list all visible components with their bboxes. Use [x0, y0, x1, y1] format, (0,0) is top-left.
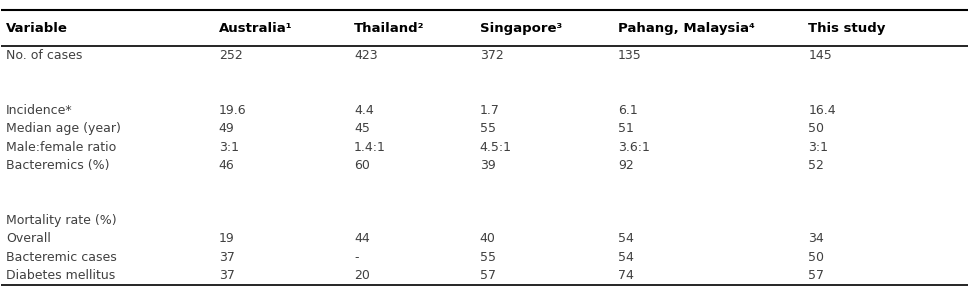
Text: 3:1: 3:1 — [219, 141, 238, 154]
Text: 252: 252 — [219, 49, 242, 62]
Text: 34: 34 — [808, 232, 824, 246]
Text: 423: 423 — [354, 49, 378, 62]
Text: Thailand²: Thailand² — [354, 22, 424, 35]
Text: This study: This study — [808, 22, 886, 35]
Text: 39: 39 — [480, 159, 495, 172]
Text: -: - — [354, 251, 359, 264]
Text: 40: 40 — [480, 232, 495, 246]
Text: 6.1: 6.1 — [618, 104, 638, 117]
Text: 4.5:1: 4.5:1 — [480, 141, 512, 154]
Text: 20: 20 — [354, 269, 370, 282]
Text: 57: 57 — [480, 269, 496, 282]
Text: 50: 50 — [808, 122, 825, 135]
Text: 55: 55 — [480, 122, 496, 135]
Text: Overall: Overall — [6, 232, 51, 246]
Text: 55: 55 — [480, 251, 496, 264]
Text: 50: 50 — [808, 251, 825, 264]
Text: Variable: Variable — [6, 22, 68, 35]
Text: Pahang, Malaysia⁴: Pahang, Malaysia⁴ — [618, 22, 755, 35]
Text: Bacteremic cases: Bacteremic cases — [6, 251, 117, 264]
Text: 4.4: 4.4 — [354, 104, 374, 117]
Text: Mortality rate (%): Mortality rate (%) — [6, 214, 117, 227]
Text: 92: 92 — [618, 159, 634, 172]
Text: 74: 74 — [618, 269, 634, 282]
Text: 19: 19 — [219, 232, 234, 246]
Text: 1.7: 1.7 — [480, 104, 500, 117]
Text: 1.4:1: 1.4:1 — [354, 141, 386, 154]
Text: 54: 54 — [618, 232, 634, 246]
Text: 51: 51 — [618, 122, 634, 135]
Text: 16.4: 16.4 — [808, 104, 836, 117]
Text: Male:female ratio: Male:female ratio — [6, 141, 116, 154]
Text: 44: 44 — [354, 232, 370, 246]
Text: 46: 46 — [219, 159, 234, 172]
Text: No. of cases: No. of cases — [6, 49, 82, 62]
Text: 54: 54 — [618, 251, 634, 264]
Text: 52: 52 — [808, 159, 824, 172]
Text: 372: 372 — [480, 49, 504, 62]
Text: 3.6:1: 3.6:1 — [618, 141, 649, 154]
Text: Median age (year): Median age (year) — [6, 122, 121, 135]
Text: Incidence*: Incidence* — [6, 104, 73, 117]
Text: 57: 57 — [808, 269, 825, 282]
Text: 19.6: 19.6 — [219, 104, 246, 117]
Text: 37: 37 — [219, 269, 234, 282]
Text: 45: 45 — [354, 122, 370, 135]
Text: 49: 49 — [219, 122, 234, 135]
Text: Diabetes mellitus: Diabetes mellitus — [6, 269, 115, 282]
Text: Australia¹: Australia¹ — [219, 22, 293, 35]
Text: 60: 60 — [354, 159, 370, 172]
Text: Bacteremics (%): Bacteremics (%) — [6, 159, 109, 172]
Text: 135: 135 — [618, 49, 641, 62]
Text: 37: 37 — [219, 251, 234, 264]
Text: 145: 145 — [808, 49, 832, 62]
Text: 3:1: 3:1 — [808, 141, 828, 154]
Text: Singapore³: Singapore³ — [480, 22, 562, 35]
